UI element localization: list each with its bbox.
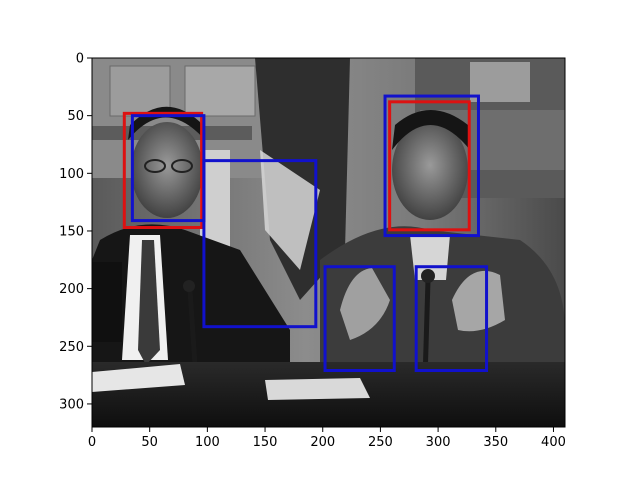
x-tick-label: 0 [88, 435, 96, 450]
y-tick-label: 300 [59, 397, 84, 412]
y-tick-label: 50 [67, 109, 84, 124]
x-tick-label: 400 [541, 435, 566, 450]
bounding-box-7 [414, 265, 489, 372]
bounding-box-5 [202, 159, 318, 329]
photo-image [92, 58, 565, 427]
x-tick-label: 50 [141, 435, 158, 450]
x-tick-label: 150 [253, 435, 278, 450]
y-axis-ticks: 0 50 100 150 200 250 300 [59, 52, 92, 412]
x-tick-label: 200 [310, 435, 335, 450]
bounding-box-2 [388, 100, 471, 232]
y-tick-label: 100 [59, 167, 84, 182]
x-tick-label: 250 [368, 435, 393, 450]
bounding-box-6 [323, 265, 396, 372]
axes-frame [91, 57, 566, 428]
y-tick-label: 200 [59, 282, 84, 297]
bounding-box-1 [122, 111, 204, 230]
y-tick-label: 250 [59, 340, 84, 355]
bounding-box-4 [383, 94, 480, 238]
y-tick-label: 150 [59, 224, 84, 239]
bounding-boxes [122, 94, 489, 372]
x-tick-label: 100 [195, 435, 220, 450]
x-tick-label: 350 [483, 435, 508, 450]
x-tick-label: 300 [426, 435, 451, 450]
y-tick-label: 0 [76, 52, 84, 67]
x-axis-ticks: 0 50 100 150 200 250 300 350 400 [88, 427, 566, 450]
